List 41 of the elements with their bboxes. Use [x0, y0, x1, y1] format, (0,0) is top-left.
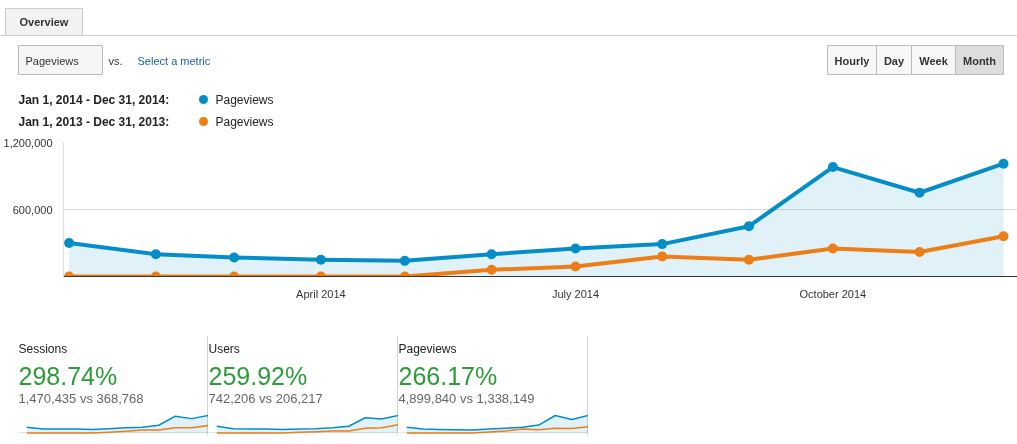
legend-label: Pageviews — [215, 114, 274, 129]
text: 4,899,840 vs 1,338,149 — [398, 390, 535, 406]
point — [827, 243, 838, 254]
point — [914, 246, 925, 257]
point — [486, 264, 497, 275]
x-tick-label: July 2014 — [551, 287, 600, 300]
text: 1,470,435 vs 368,768 — [18, 390, 144, 406]
text: Jan 1, 2014 - Dec 31, 2014: — [18, 92, 170, 107]
point — [827, 162, 838, 173]
point — [399, 255, 410, 266]
point — [570, 261, 581, 272]
text: Jan 1, 2013 - Dec 31, 2013: — [18, 114, 170, 129]
point — [486, 249, 497, 260]
point — [998, 158, 1009, 169]
text: Month — [963, 54, 997, 67]
point — [657, 239, 668, 250]
text: 298.74% — [18, 362, 118, 391]
point — [743, 221, 754, 232]
point — [64, 238, 75, 248]
point — [998, 231, 1009, 242]
text: Overview — [19, 15, 69, 28]
chart-title: Sessions — [18, 342, 68, 357]
text: vs. — [108, 54, 123, 67]
text: Pageviews — [25, 54, 80, 67]
text: Week — [919, 54, 949, 67]
y-tick-label: 600,000 — [12, 203, 53, 216]
point — [914, 187, 925, 198]
text: Day — [883, 54, 905, 67]
y-tick-label: 1,200,000 — [3, 136, 53, 149]
text: Hourly — [834, 54, 871, 67]
text: Select a metric — [137, 54, 211, 67]
x-tick-label: October 2014 — [799, 287, 867, 300]
text: 266.17% — [398, 362, 498, 391]
point — [657, 251, 668, 262]
legend-label: Pageviews — [215, 92, 274, 107]
chart-title: Users — [208, 342, 240, 357]
point — [743, 254, 754, 265]
text: 742,206 vs 206,217 — [208, 390, 323, 406]
chart-title: Pageviews — [398, 342, 457, 357]
text: 259.92% — [208, 362, 308, 391]
x-tick-label: April 2014 — [296, 287, 346, 300]
